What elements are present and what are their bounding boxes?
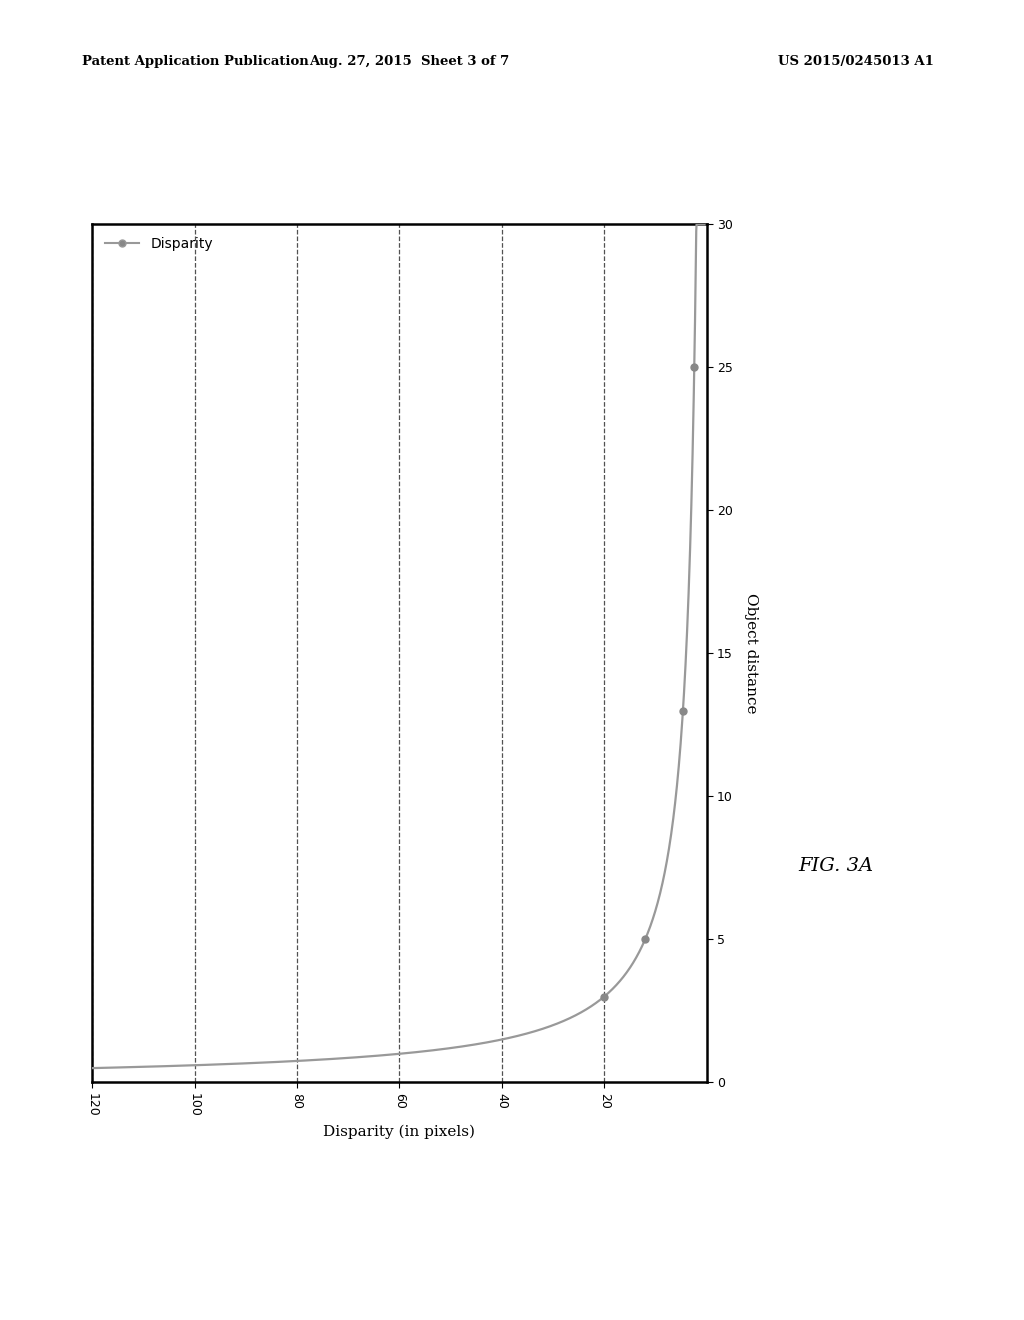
Y-axis label: Object distance: Object distance: [744, 593, 758, 714]
Text: US 2015/0245013 A1: US 2015/0245013 A1: [778, 55, 934, 69]
Text: Patent Application Publication: Patent Application Publication: [82, 55, 308, 69]
X-axis label: Disparity (in pixels): Disparity (in pixels): [324, 1125, 475, 1139]
Text: FIG. 3A: FIG. 3A: [799, 857, 873, 875]
Text: Aug. 27, 2015  Sheet 3 of 7: Aug. 27, 2015 Sheet 3 of 7: [309, 55, 510, 69]
Legend: Disparity: Disparity: [99, 231, 219, 256]
